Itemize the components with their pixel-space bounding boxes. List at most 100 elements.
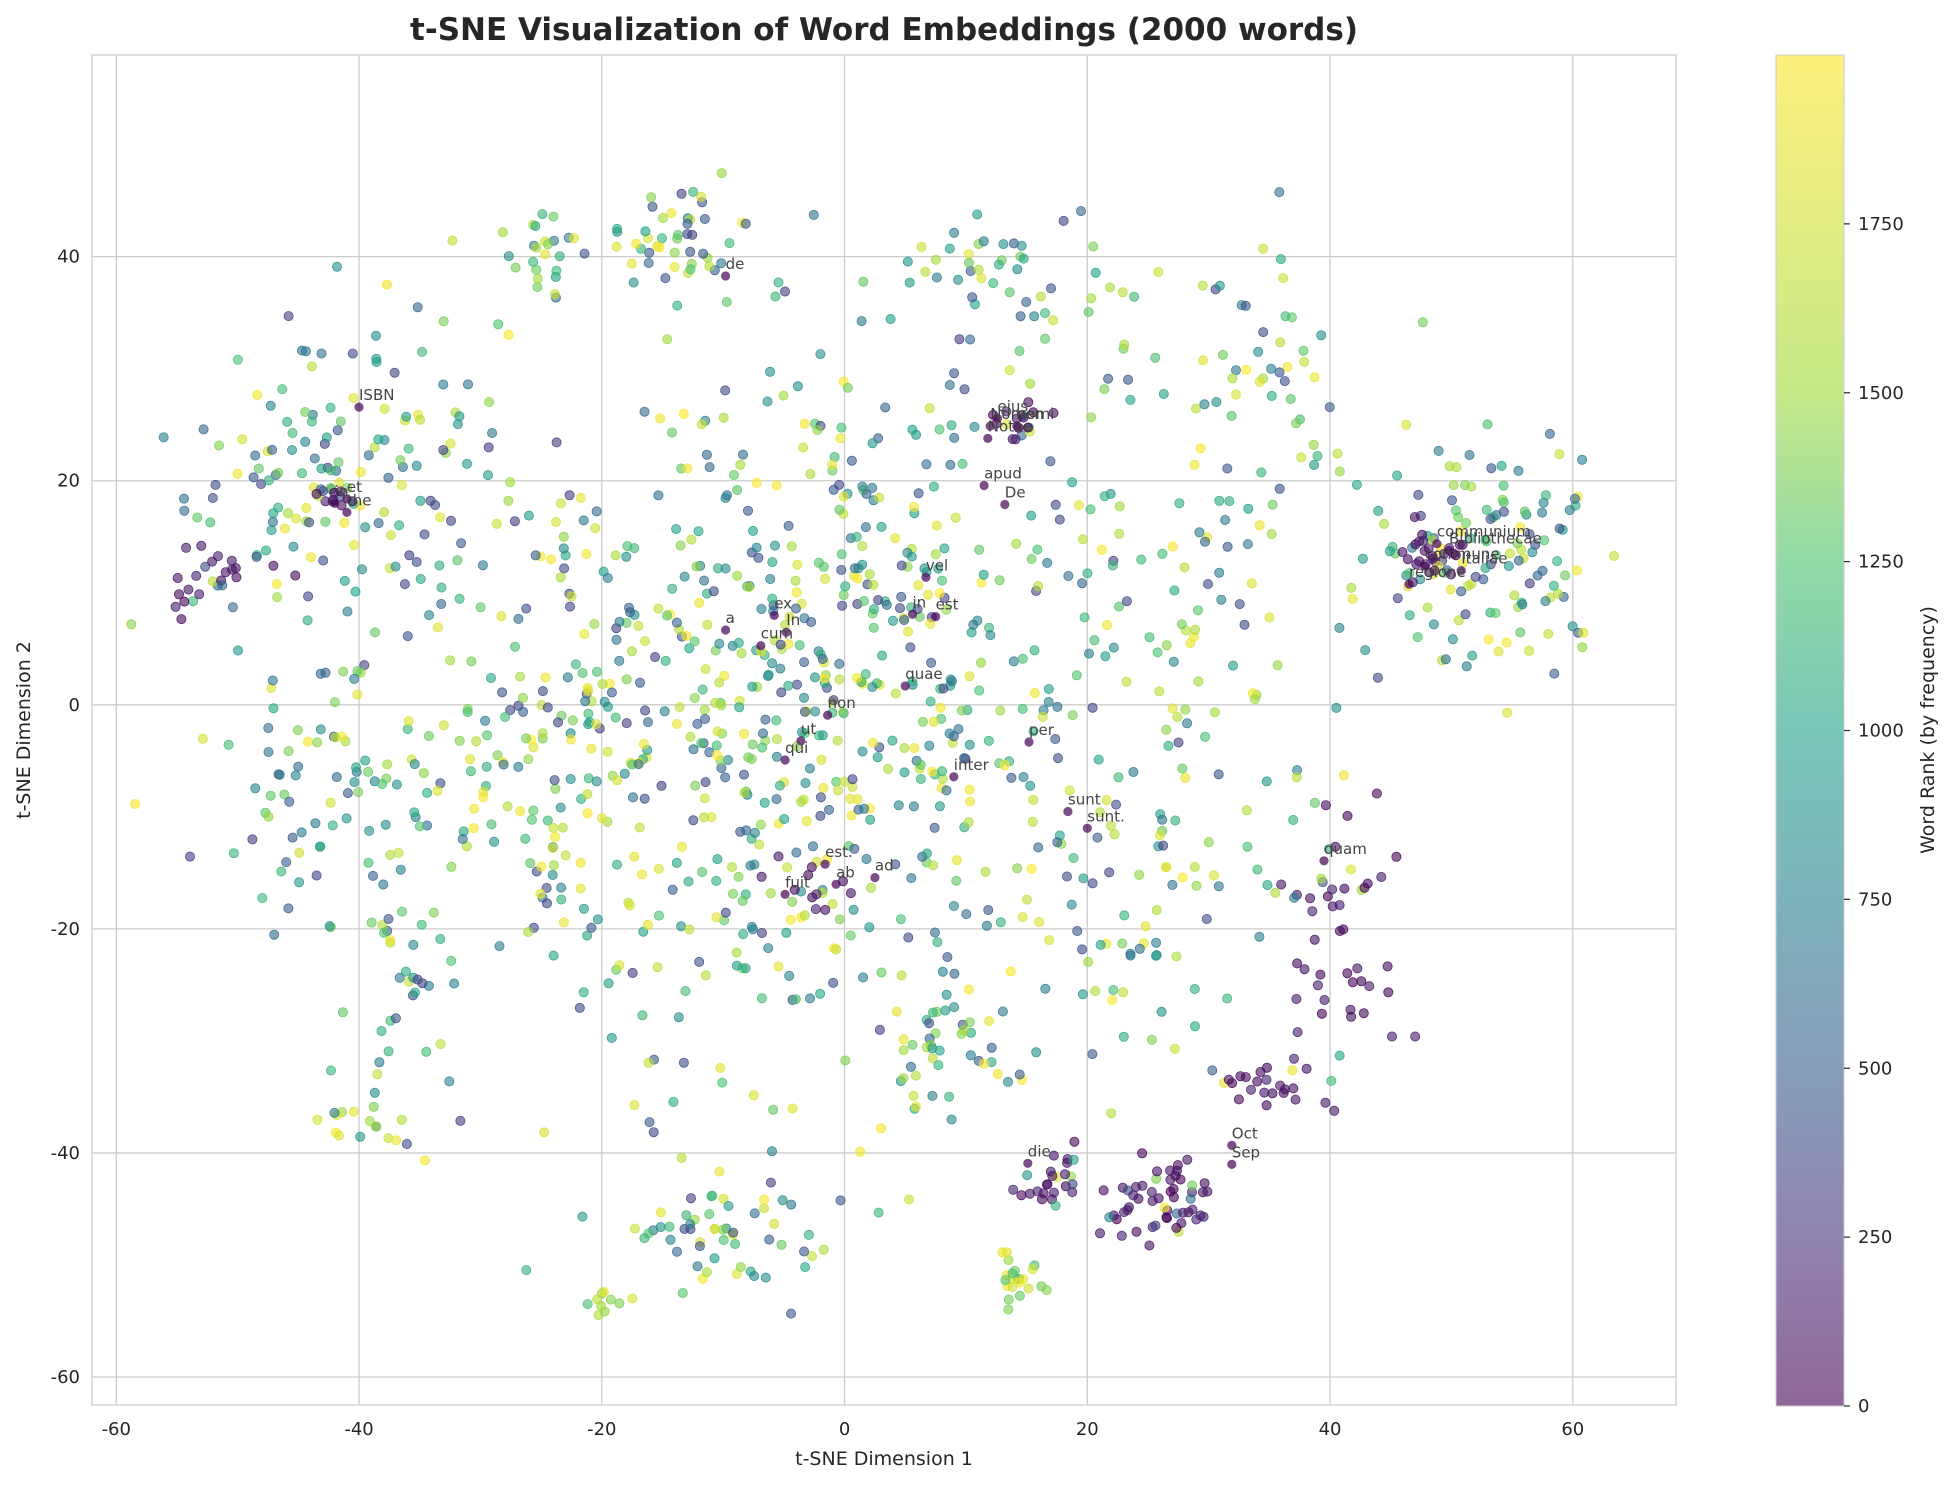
scatter-point bbox=[898, 1045, 909, 1056]
scatter-point bbox=[1512, 538, 1523, 549]
scatter-point bbox=[267, 675, 278, 686]
scatter-point bbox=[696, 738, 707, 749]
scatter-point bbox=[621, 674, 632, 685]
scatter-point bbox=[944, 1091, 955, 1102]
scatter-point bbox=[286, 444, 297, 455]
scatter-point bbox=[1470, 571, 1481, 582]
scatter-point bbox=[447, 235, 458, 246]
scatter-point bbox=[415, 574, 426, 585]
scatter-point bbox=[1153, 266, 1164, 277]
scatter-point bbox=[170, 601, 181, 612]
scatter-point bbox=[810, 904, 821, 915]
word-label: the bbox=[347, 491, 372, 509]
scatter-point bbox=[676, 188, 687, 199]
scatter-point bbox=[852, 794, 863, 805]
scatter-point bbox=[664, 1221, 675, 1232]
scatter-point bbox=[396, 480, 407, 491]
scatter-point bbox=[930, 254, 941, 265]
scatter-point bbox=[1266, 390, 1277, 401]
scatter-point bbox=[1096, 544, 1107, 555]
scatter-point bbox=[647, 201, 658, 212]
annotated-point bbox=[796, 736, 806, 746]
scatter-point bbox=[1163, 740, 1174, 751]
scatter-point bbox=[682, 218, 693, 229]
scatter-point bbox=[1461, 518, 1472, 529]
scatter-point bbox=[1189, 862, 1200, 873]
scatter-point bbox=[771, 480, 782, 491]
scatter-point bbox=[1044, 935, 1055, 946]
scatter-point bbox=[965, 265, 976, 276]
scatter-point bbox=[1028, 726, 1039, 737]
scatter-point bbox=[946, 420, 957, 431]
scatter-point bbox=[838, 491, 849, 502]
scatter-point bbox=[546, 554, 557, 565]
scatter-point bbox=[372, 1069, 383, 1080]
scatter-point bbox=[808, 209, 819, 220]
scatter-point bbox=[342, 788, 353, 799]
scatter-point bbox=[1384, 546, 1395, 557]
annotated-point bbox=[907, 609, 918, 619]
scatter-point bbox=[1357, 553, 1368, 564]
scatter-point bbox=[815, 810, 826, 821]
scatter-point bbox=[796, 796, 807, 807]
scatter-point bbox=[927, 1053, 938, 1064]
scatter-point bbox=[1073, 500, 1084, 511]
scatter-point bbox=[592, 666, 603, 677]
scatter-point bbox=[887, 735, 898, 746]
scatter-point bbox=[1014, 1277, 1025, 1288]
scatter-point bbox=[655, 1207, 666, 1218]
scatter-point bbox=[446, 955, 457, 966]
scatter-point bbox=[1086, 293, 1097, 304]
scatter-point bbox=[1242, 539, 1253, 550]
scatter-point bbox=[565, 774, 576, 785]
scatter-point bbox=[666, 208, 677, 219]
scatter-point bbox=[1161, 862, 1172, 873]
scatter-point bbox=[845, 888, 856, 899]
annotated-point bbox=[354, 402, 364, 412]
scatter-point bbox=[1144, 632, 1155, 643]
scatter-point bbox=[558, 917, 569, 928]
scatter-point bbox=[868, 579, 879, 590]
scatter-point bbox=[494, 941, 505, 952]
scatter-point bbox=[1397, 547, 1408, 558]
scatter-point bbox=[957, 458, 968, 469]
annotated-point bbox=[1227, 1140, 1237, 1150]
scatter-point bbox=[547, 843, 558, 854]
scatter-point bbox=[765, 366, 776, 377]
scatter-point bbox=[842, 382, 853, 393]
scatter-point bbox=[1351, 479, 1362, 490]
scatter-point bbox=[772, 734, 783, 745]
scatter-point bbox=[817, 654, 828, 665]
annotated-point bbox=[900, 681, 910, 691]
scatter-point bbox=[1085, 504, 1096, 515]
scatter-point bbox=[681, 630, 692, 641]
scatter-point bbox=[738, 449, 749, 460]
scatter-point bbox=[1345, 1004, 1356, 1015]
scatter-point bbox=[946, 1114, 957, 1125]
scatter-point bbox=[1134, 869, 1145, 880]
scatter-point bbox=[671, 617, 682, 628]
scatter-point bbox=[864, 569, 875, 580]
scatter-point bbox=[565, 601, 576, 612]
scatter-point bbox=[896, 560, 907, 571]
scatter-point bbox=[895, 914, 906, 925]
scatter-point bbox=[891, 1006, 902, 1017]
scatter-point bbox=[380, 819, 391, 830]
word-label: ad bbox=[875, 857, 894, 875]
scatter-point bbox=[800, 1262, 811, 1273]
scatter-point bbox=[1168, 1192, 1179, 1203]
scatter-point bbox=[1048, 1150, 1059, 1161]
scatter-point bbox=[200, 561, 211, 572]
scatter-point bbox=[1150, 1220, 1161, 1231]
scatter-point bbox=[1504, 548, 1515, 559]
scatter-point bbox=[1151, 905, 1162, 916]
scatter-point bbox=[396, 1114, 407, 1125]
annotated-point bbox=[992, 413, 1003, 423]
scatter-point bbox=[1131, 1226, 1142, 1237]
scatter-point bbox=[486, 819, 497, 830]
scatter-point bbox=[765, 1177, 776, 1188]
scatter-point bbox=[1006, 772, 1017, 783]
scatter-point bbox=[390, 1013, 401, 1024]
scatter-point bbox=[374, 1057, 385, 1068]
